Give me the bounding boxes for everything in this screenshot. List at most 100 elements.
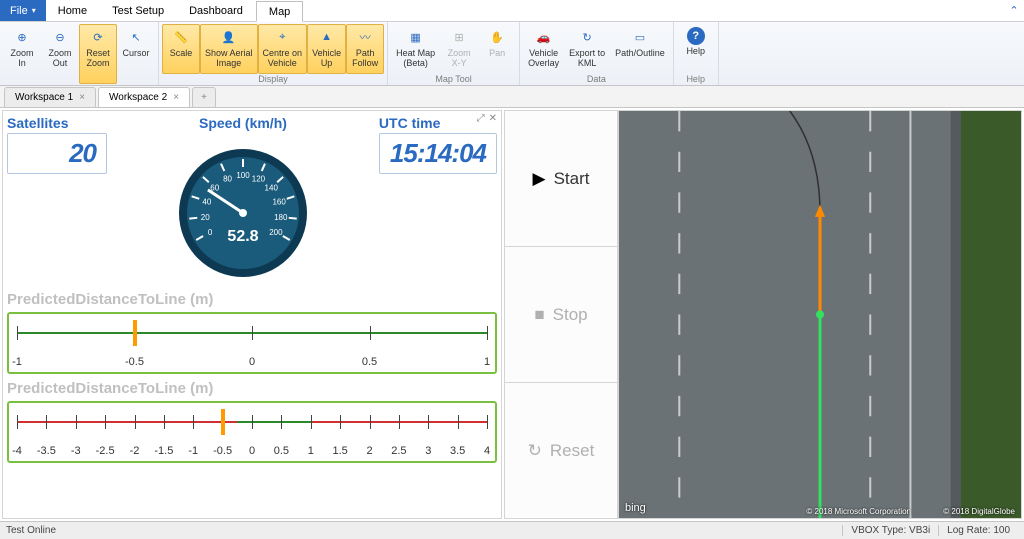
centre-icon: ⌖ <box>271 27 293 47</box>
scale-cursor <box>133 320 137 346</box>
ribbon-help-button[interactable]: ?Help <box>677 24 715 74</box>
reset-zoom-icon: ⟳ <box>87 27 109 47</box>
ribbon-group-label <box>3 84 155 85</box>
reset-button[interactable]: ↻ Reset <box>504 383 618 519</box>
scale-tick-label: -2.5 <box>96 445 115 457</box>
scale-tick-label: 0.5 <box>274 445 289 457</box>
scale-tick-label: -1 <box>188 445 198 457</box>
export-kml-icon: ↻ <box>576 27 598 47</box>
ribbon-cursor-button[interactable]: ↖Cursor <box>117 24 155 84</box>
start-button[interactable]: ▶ Start <box>504 110 618 247</box>
path-follow-label: PathFollow <box>352 48 378 68</box>
scale-tick-label: -4 <box>12 445 22 457</box>
scale-tick-label: -2 <box>130 445 140 457</box>
ribbon-overlay-button[interactable]: 🚗VehicleOverlay <box>523 24 564 74</box>
utc-label: UTC time <box>379 115 440 131</box>
minimize-ribbon-button[interactable]: ⌃ <box>1004 0 1024 21</box>
export-kml-label: Export toKML <box>569 48 605 68</box>
file-menu[interactable]: File <box>0 0 46 21</box>
ribbon-zoom-xy-button: ⊞ZoomX-Y <box>440 24 478 74</box>
svg-text:40: 40 <box>202 197 211 206</box>
zoom-in-icon: ⊕ <box>11 27 33 47</box>
help-label: Help <box>686 46 705 56</box>
speed-gauge: 02040608010012014016018020052.8 <box>168 133 318 283</box>
zoom-xy-label: ZoomX-Y <box>448 48 471 68</box>
scale-icon: 📏 <box>170 27 192 47</box>
add-workspace-button[interactable]: + <box>192 87 216 107</box>
svg-text:80: 80 <box>223 174 232 183</box>
reset-icon: ↻ <box>528 441 542 461</box>
menubar-spacer <box>303 0 1004 21</box>
cursor-label: Cursor <box>122 48 149 58</box>
svg-text:52.8: 52.8 <box>227 228 258 245</box>
workspace-tab-2[interactable]: Workspace 2 × <box>98 87 190 107</box>
scale-tick-label: 1.5 <box>332 445 347 457</box>
zoom-out-label: ZoomOut <box>48 48 71 68</box>
scale-tick-label: -1.5 <box>154 445 173 457</box>
pane-close-icon[interactable]: ✕ <box>489 113 497 124</box>
ribbon-group-label: Help <box>677 74 715 85</box>
svg-text:0: 0 <box>208 228 213 237</box>
ribbon-reset-zoom-button[interactable]: ⟳ResetZoom <box>79 24 117 84</box>
scale-tick-label: 4 <box>484 445 490 457</box>
scale-cursor <box>221 409 225 435</box>
predict1-label: PredictedDistanceToLine (m) <box>7 291 497 308</box>
reset-zoom-label: ResetZoom <box>86 48 110 68</box>
ribbon-group-label: Map Tool <box>391 74 516 85</box>
scale-tick-label: 3.5 <box>450 445 465 457</box>
pane-expand-icon[interactable]: ⤢ <box>477 113 485 124</box>
svg-text:180: 180 <box>274 213 288 222</box>
menu-tab-home[interactable]: Home <box>46 0 100 21</box>
satellites-value: 20 <box>7 133 107 174</box>
pan-label: Pan <box>489 48 505 58</box>
stop-label: Stop <box>553 305 588 325</box>
scale-tick-label: 1 <box>308 445 314 457</box>
path-outline-label: Path/Outline <box>615 48 665 58</box>
svg-text:200: 200 <box>269 228 283 237</box>
satellites-label: Satellites <box>7 115 68 131</box>
map-pane[interactable]: bing © 2018 Microsoft Corporation © 2018… <box>618 110 1022 519</box>
utc-value: 15:14:04 <box>379 133 497 174</box>
file-label: File <box>10 5 28 17</box>
predict2-label: PredictedDistanceToLine (m) <box>7 380 497 397</box>
zoom-in-label: ZoomIn <box>10 48 33 68</box>
menu-tab-test-setup[interactable]: Test Setup <box>100 0 177 21</box>
workspace-tab-label: Workspace 2 <box>109 92 167 103</box>
scale-tick-label: -0.5 <box>125 356 144 368</box>
menu-tab-map[interactable]: Map <box>256 1 303 22</box>
ribbon-heat-map-button[interactable]: ▦Heat Map(Beta) <box>391 24 440 74</box>
ribbon-vehicle-up-button[interactable]: ▲VehicleUp <box>307 24 346 74</box>
ribbon-zoom-in-button[interactable]: ⊕ZoomIn <box>3 24 41 84</box>
vehicle-up-label: VehicleUp <box>312 48 341 68</box>
overlay-icon: 🚗 <box>533 27 555 47</box>
scale-tick-label: 0 <box>249 445 255 457</box>
path-follow-icon: 〰 <box>354 27 376 47</box>
ribbon-zoom-out-button[interactable]: ⊖ZoomOut <box>41 24 79 84</box>
scale-tick-label: 2 <box>366 445 372 457</box>
heat-map-icon: ▦ <box>405 27 427 47</box>
zoom-xy-icon: ⊞ <box>448 27 470 47</box>
svg-text:20: 20 <box>201 213 210 222</box>
scale-tick-label: 2.5 <box>391 445 406 457</box>
svg-text:100: 100 <box>236 171 250 180</box>
map-attrib-dg: © 2018 DigitalGlobe <box>943 507 1015 516</box>
status-vbox-type: VBOX Type: VB3i <box>842 525 938 536</box>
ribbon-aerial-button[interactable]: 👤Show AerialImage <box>200 24 258 74</box>
ribbon-path-outline-button[interactable]: ▭Path/Outline <box>610 24 670 74</box>
workspace-tab-1[interactable]: Workspace 1× <box>4 87 96 107</box>
ribbon-scale-button[interactable]: 📏Scale <box>162 24 200 74</box>
scale-tick-label: 0.5 <box>362 356 377 368</box>
aerial-icon: 👤 <box>218 27 240 47</box>
close-icon[interactable]: × <box>79 92 85 103</box>
reset-label: Reset <box>550 441 594 461</box>
ribbon-export-kml-button[interactable]: ↻Export toKML <box>564 24 610 74</box>
aerial-label: Show AerialImage <box>205 48 253 68</box>
start-label: Start <box>554 169 590 189</box>
close-icon[interactable]: × <box>173 92 179 103</box>
stop-button[interactable]: ■ Stop <box>504 247 618 383</box>
ribbon-pan-button: ✋Pan <box>478 24 516 74</box>
scale-tick-label: 1 <box>484 356 490 368</box>
ribbon-centre-button[interactable]: ⌖Centre onVehicle <box>258 24 308 74</box>
menu-tab-dashboard[interactable]: Dashboard <box>177 0 256 21</box>
ribbon-path-follow-button[interactable]: 〰PathFollow <box>346 24 384 74</box>
